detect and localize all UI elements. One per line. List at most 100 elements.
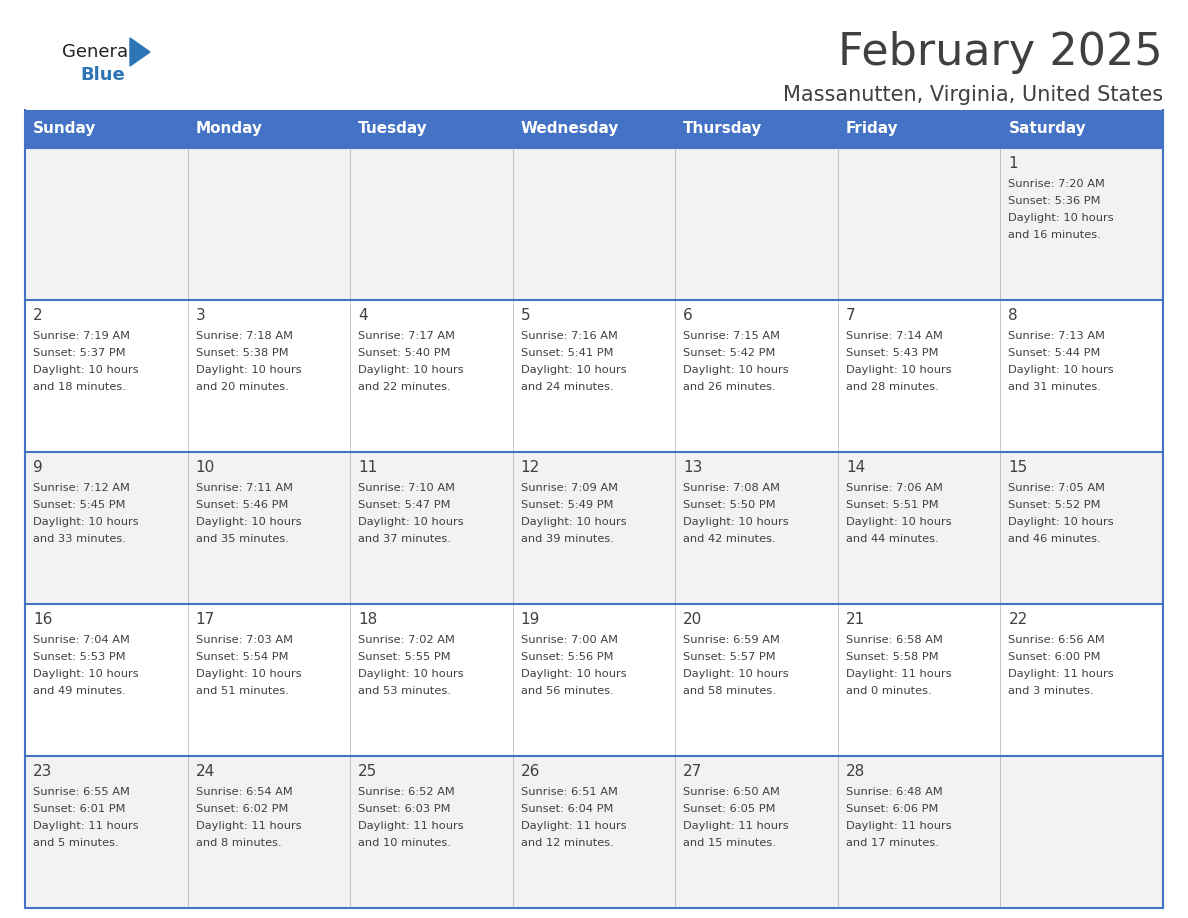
Text: and 49 minutes.: and 49 minutes. xyxy=(33,686,126,696)
Text: Sunset: 5:37 PM: Sunset: 5:37 PM xyxy=(33,348,126,358)
Text: and 3 minutes.: and 3 minutes. xyxy=(1009,686,1094,696)
Text: Daylight: 10 hours: Daylight: 10 hours xyxy=(520,669,626,679)
Text: Sunrise: 7:14 AM: Sunrise: 7:14 AM xyxy=(846,331,943,341)
Text: Sunset: 5:56 PM: Sunset: 5:56 PM xyxy=(520,652,613,662)
Text: Sunset: 6:03 PM: Sunset: 6:03 PM xyxy=(358,804,450,814)
Text: Daylight: 10 hours: Daylight: 10 hours xyxy=(520,517,626,527)
Text: and 17 minutes.: and 17 minutes. xyxy=(846,838,939,848)
Text: Daylight: 11 hours: Daylight: 11 hours xyxy=(846,821,952,831)
Text: Sunset: 5:45 PM: Sunset: 5:45 PM xyxy=(33,500,126,510)
Text: 21: 21 xyxy=(846,612,865,628)
Text: Sunset: 5:46 PM: Sunset: 5:46 PM xyxy=(196,500,287,510)
Text: Daylight: 10 hours: Daylight: 10 hours xyxy=(846,365,952,375)
Text: and 53 minutes.: and 53 minutes. xyxy=(358,686,451,696)
Text: Sunset: 6:00 PM: Sunset: 6:00 PM xyxy=(1009,652,1101,662)
Text: 15: 15 xyxy=(1009,461,1028,476)
Text: and 37 minutes.: and 37 minutes. xyxy=(358,534,451,544)
Text: Daylight: 10 hours: Daylight: 10 hours xyxy=(1009,213,1114,223)
Text: Sunrise: 7:12 AM: Sunrise: 7:12 AM xyxy=(33,483,129,493)
Text: Sunrise: 6:50 AM: Sunrise: 6:50 AM xyxy=(683,787,781,797)
Text: Sunday: Sunday xyxy=(33,121,96,137)
Text: and 10 minutes.: and 10 minutes. xyxy=(358,838,451,848)
Text: Daylight: 10 hours: Daylight: 10 hours xyxy=(358,669,463,679)
Text: Sunset: 6:05 PM: Sunset: 6:05 PM xyxy=(683,804,776,814)
Text: Friday: Friday xyxy=(846,121,898,137)
Text: Blue: Blue xyxy=(80,66,125,84)
Text: Sunset: 5:42 PM: Sunset: 5:42 PM xyxy=(683,348,776,358)
Text: Daylight: 10 hours: Daylight: 10 hours xyxy=(196,365,302,375)
Text: Sunset: 5:36 PM: Sunset: 5:36 PM xyxy=(1009,196,1101,206)
Text: and 16 minutes.: and 16 minutes. xyxy=(1009,230,1101,240)
Text: 18: 18 xyxy=(358,612,378,628)
Text: and 5 minutes.: and 5 minutes. xyxy=(33,838,119,848)
Text: Tuesday: Tuesday xyxy=(358,121,428,137)
Text: and 12 minutes.: and 12 minutes. xyxy=(520,838,613,848)
Text: Sunrise: 6:56 AM: Sunrise: 6:56 AM xyxy=(1009,635,1105,645)
Text: Sunset: 5:53 PM: Sunset: 5:53 PM xyxy=(33,652,126,662)
Text: Sunrise: 7:09 AM: Sunrise: 7:09 AM xyxy=(520,483,618,493)
Text: 11: 11 xyxy=(358,461,378,476)
Text: Sunset: 5:38 PM: Sunset: 5:38 PM xyxy=(196,348,289,358)
Text: Daylight: 10 hours: Daylight: 10 hours xyxy=(33,365,139,375)
Text: Sunrise: 6:48 AM: Sunrise: 6:48 AM xyxy=(846,787,942,797)
Text: and 8 minutes.: and 8 minutes. xyxy=(196,838,282,848)
Text: 9: 9 xyxy=(33,461,43,476)
Text: Sunset: 5:43 PM: Sunset: 5:43 PM xyxy=(846,348,939,358)
Text: and 46 minutes.: and 46 minutes. xyxy=(1009,534,1101,544)
Text: and 31 minutes.: and 31 minutes. xyxy=(1009,382,1101,392)
Text: Wednesday: Wednesday xyxy=(520,121,619,137)
Text: Daylight: 10 hours: Daylight: 10 hours xyxy=(33,517,139,527)
Text: and 18 minutes.: and 18 minutes. xyxy=(33,382,126,392)
Text: and 0 minutes.: and 0 minutes. xyxy=(846,686,931,696)
Text: 17: 17 xyxy=(196,612,215,628)
Text: and 42 minutes.: and 42 minutes. xyxy=(683,534,776,544)
Text: 2: 2 xyxy=(33,308,43,323)
Text: February 2025: February 2025 xyxy=(839,30,1163,73)
Text: Sunrise: 6:58 AM: Sunrise: 6:58 AM xyxy=(846,635,943,645)
Text: Sunset: 5:50 PM: Sunset: 5:50 PM xyxy=(683,500,776,510)
Text: Sunrise: 7:19 AM: Sunrise: 7:19 AM xyxy=(33,331,129,341)
Text: and 22 minutes.: and 22 minutes. xyxy=(358,382,450,392)
Text: Daylight: 10 hours: Daylight: 10 hours xyxy=(1009,517,1114,527)
Text: Daylight: 10 hours: Daylight: 10 hours xyxy=(196,669,302,679)
Text: 16: 16 xyxy=(33,612,52,628)
Text: and 35 minutes.: and 35 minutes. xyxy=(196,534,289,544)
Text: Sunset: 5:44 PM: Sunset: 5:44 PM xyxy=(1009,348,1101,358)
Text: Daylight: 11 hours: Daylight: 11 hours xyxy=(520,821,626,831)
Text: and 39 minutes.: and 39 minutes. xyxy=(520,534,613,544)
Bar xyxy=(25,300,1163,452)
Text: Sunset: 5:51 PM: Sunset: 5:51 PM xyxy=(846,500,939,510)
Text: Sunrise: 7:10 AM: Sunrise: 7:10 AM xyxy=(358,483,455,493)
Text: Sunset: 5:57 PM: Sunset: 5:57 PM xyxy=(683,652,776,662)
Text: Sunrise: 6:52 AM: Sunrise: 6:52 AM xyxy=(358,787,455,797)
Text: Sunset: 6:01 PM: Sunset: 6:01 PM xyxy=(33,804,126,814)
Text: and 24 minutes.: and 24 minutes. xyxy=(520,382,613,392)
Text: 1: 1 xyxy=(1009,156,1018,172)
Text: Saturday: Saturday xyxy=(1009,121,1086,137)
Text: and 26 minutes.: and 26 minutes. xyxy=(683,382,776,392)
Text: Daylight: 11 hours: Daylight: 11 hours xyxy=(33,821,139,831)
Text: Daylight: 10 hours: Daylight: 10 hours xyxy=(683,669,789,679)
Text: and 58 minutes.: and 58 minutes. xyxy=(683,686,776,696)
Text: and 33 minutes.: and 33 minutes. xyxy=(33,534,126,544)
Text: Sunrise: 7:20 AM: Sunrise: 7:20 AM xyxy=(1009,179,1105,189)
Text: Sunrise: 7:00 AM: Sunrise: 7:00 AM xyxy=(520,635,618,645)
Text: 28: 28 xyxy=(846,765,865,779)
Bar xyxy=(25,110,1163,148)
Text: Daylight: 10 hours: Daylight: 10 hours xyxy=(196,517,302,527)
Text: 20: 20 xyxy=(683,612,702,628)
Text: Sunrise: 7:08 AM: Sunrise: 7:08 AM xyxy=(683,483,781,493)
Text: Daylight: 10 hours: Daylight: 10 hours xyxy=(683,517,789,527)
Text: Sunset: 6:02 PM: Sunset: 6:02 PM xyxy=(196,804,287,814)
Text: 22: 22 xyxy=(1009,612,1028,628)
Text: Sunrise: 7:18 AM: Sunrise: 7:18 AM xyxy=(196,331,292,341)
Bar xyxy=(25,756,1163,908)
Text: Sunset: 5:40 PM: Sunset: 5:40 PM xyxy=(358,348,450,358)
Text: Daylight: 10 hours: Daylight: 10 hours xyxy=(358,517,463,527)
Text: and 56 minutes.: and 56 minutes. xyxy=(520,686,613,696)
Text: Thursday: Thursday xyxy=(683,121,763,137)
Text: and 28 minutes.: and 28 minutes. xyxy=(846,382,939,392)
Text: and 51 minutes.: and 51 minutes. xyxy=(196,686,289,696)
Text: Sunrise: 7:13 AM: Sunrise: 7:13 AM xyxy=(1009,331,1105,341)
Text: Sunset: 5:41 PM: Sunset: 5:41 PM xyxy=(520,348,613,358)
